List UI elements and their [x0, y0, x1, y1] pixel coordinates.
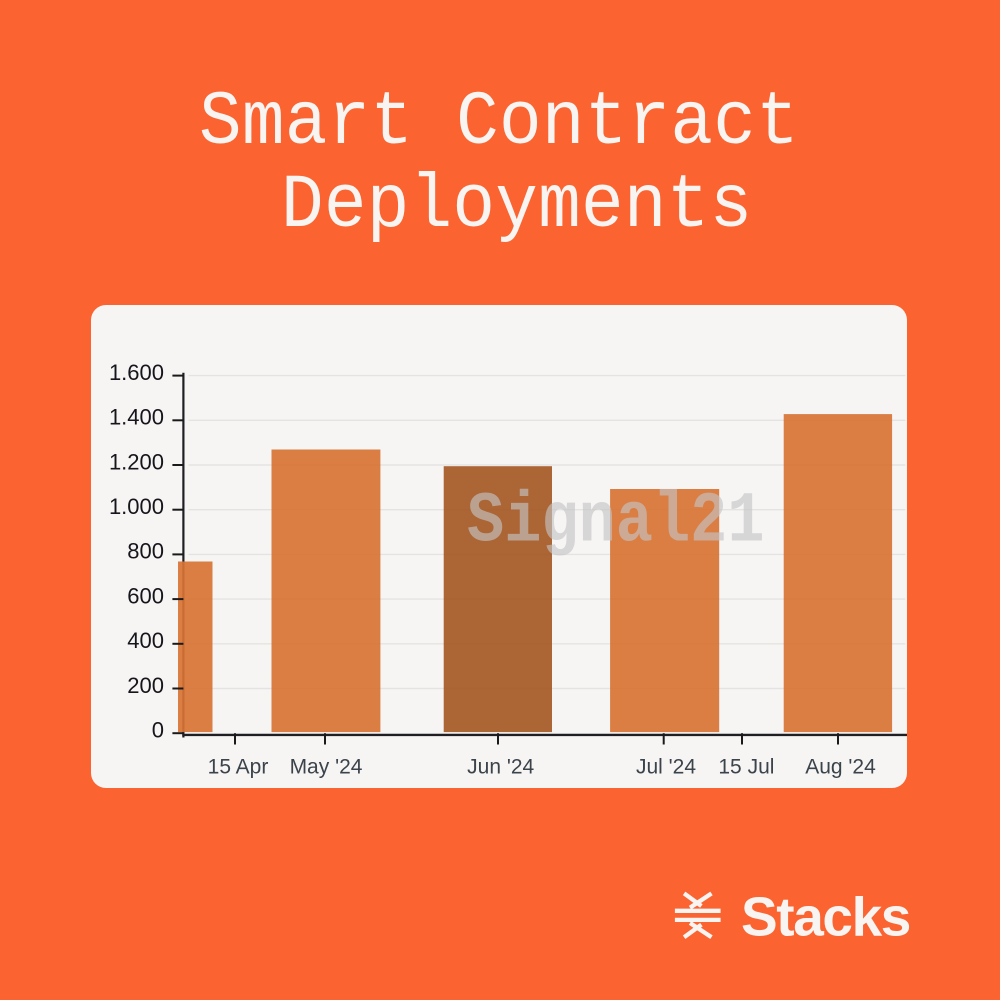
svg-text:Aug '24: Aug '24: [805, 756, 876, 779]
svg-text:Signal21: Signal21: [467, 482, 765, 563]
svg-text:0: 0: [152, 718, 164, 743]
svg-text:15 Jul: 15 Jul: [718, 756, 774, 779]
svg-text:Jun '24: Jun '24: [467, 756, 534, 779]
svg-text:Jul '24: Jul '24: [636, 756, 696, 779]
svg-text:May '24: May '24: [290, 756, 363, 779]
svg-text:400: 400: [127, 628, 164, 653]
svg-text:1.400: 1.400: [109, 405, 164, 430]
svg-text:1.000: 1.000: [109, 494, 164, 519]
svg-text:1.600: 1.600: [109, 360, 164, 385]
svg-text:Stacks: Stacks: [741, 886, 910, 946]
svg-text:15 Apr: 15 Apr: [208, 756, 269, 779]
svg-text:600: 600: [127, 583, 164, 608]
svg-text:800: 800: [127, 539, 164, 564]
svg-text:1.200: 1.200: [109, 449, 164, 474]
svg-text:200: 200: [127, 673, 164, 698]
